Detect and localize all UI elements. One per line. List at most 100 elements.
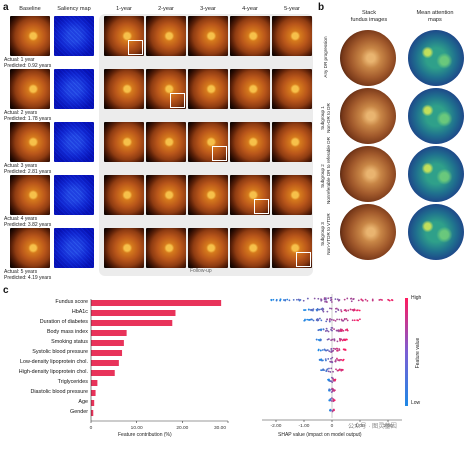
colorbar-label: Feature value <box>415 337 421 369</box>
shap-point <box>336 349 338 352</box>
shap-point <box>378 299 381 301</box>
followup-image <box>104 228 144 268</box>
shap-point <box>329 307 331 310</box>
shap-point <box>317 348 320 351</box>
panel-a-letter: a <box>3 2 9 13</box>
shap-point <box>342 358 345 361</box>
subgroup-label-line2: Non-VTDR to VTDR <box>326 213 331 255</box>
shap-point <box>359 318 361 321</box>
feature-label: Low-density lipoprotein chol. <box>19 358 88 365</box>
shap-point <box>332 349 335 352</box>
shap-point <box>336 340 339 343</box>
lesion-zoom-box <box>128 40 143 55</box>
feature-label: Gender <box>70 408 88 415</box>
bar <box>91 330 127 336</box>
shap-point <box>328 399 331 402</box>
shap-point <box>340 309 342 311</box>
shap-point <box>313 297 316 300</box>
shap-point <box>304 318 306 321</box>
x-tick-label: 10.00 <box>131 425 143 431</box>
shap-point <box>326 368 329 371</box>
shap-point <box>334 389 336 392</box>
shap-point <box>292 298 295 301</box>
lesion-zoom-box <box>212 146 227 161</box>
shap-point <box>337 299 340 302</box>
shap-point <box>331 381 334 384</box>
shap-point <box>330 318 333 321</box>
shap-point <box>331 338 334 341</box>
shap-point <box>317 329 320 332</box>
shap-point <box>323 297 326 300</box>
shap-point <box>327 330 330 333</box>
shap-point <box>338 369 340 372</box>
followup-image <box>230 228 270 268</box>
feature-label: Smoking status <box>51 338 88 345</box>
shap-point <box>324 300 327 303</box>
followup-image <box>104 122 144 162</box>
actual-label: Actual: 4 years <box>4 216 38 222</box>
shap-point <box>387 299 390 301</box>
shap-point <box>333 379 336 382</box>
shap-point <box>320 328 323 331</box>
shap-point <box>328 367 330 370</box>
shap-point <box>345 338 348 341</box>
shap-point <box>322 328 325 331</box>
baseline-image <box>10 122 50 162</box>
followup-image <box>230 69 270 109</box>
subgroup-label: Any DR progression <box>323 29 329 85</box>
shap-point <box>345 310 348 312</box>
shap-point <box>371 299 374 302</box>
shap-point <box>338 330 340 333</box>
shap-point <box>336 369 339 372</box>
shap-point <box>325 327 328 330</box>
actual-label: Actual: 5 years <box>4 269 38 275</box>
shap-point <box>331 377 334 380</box>
shap-point <box>329 317 331 320</box>
followup-image <box>230 175 270 215</box>
shap-point <box>342 338 345 341</box>
shap-point <box>324 358 327 361</box>
followup-image <box>272 69 312 109</box>
shap-point <box>329 398 332 400</box>
saliency-map <box>54 16 94 56</box>
shap-point <box>318 358 321 361</box>
saliency-map <box>54 69 94 109</box>
panel-c-letter: c <box>3 285 9 296</box>
shap-point <box>366 299 369 302</box>
shap-point <box>343 318 346 321</box>
shap-point <box>339 330 342 332</box>
saliency-map <box>54 122 94 162</box>
shap-point <box>330 301 333 303</box>
shap-point <box>272 298 275 301</box>
shap-point <box>342 348 345 351</box>
header-attn: Mean attention maps <box>416 10 454 23</box>
followup-image <box>104 16 144 56</box>
shap-point <box>331 356 334 359</box>
x-tick-label: 0 <box>90 425 93 431</box>
shap-point <box>325 370 328 373</box>
shap-point <box>356 309 359 312</box>
followup-image <box>146 175 186 215</box>
shap-point <box>341 369 344 371</box>
shap-point <box>330 307 333 310</box>
stack-fundus-image <box>340 30 396 86</box>
shap-point <box>327 358 330 360</box>
shap-point <box>344 349 347 351</box>
shap-point <box>330 388 333 391</box>
baseline-image <box>10 69 50 109</box>
shap-point <box>345 318 348 320</box>
shap-point <box>357 319 359 322</box>
header-year-2: 2-year <box>158 6 174 12</box>
colorbar-low: Low <box>411 400 421 406</box>
predicted-label: Predicted: 4.19 years <box>4 275 52 281</box>
shap-point <box>330 348 333 350</box>
followup-image <box>188 175 228 215</box>
shap-point <box>340 369 343 372</box>
shap-point <box>358 309 361 312</box>
shap-point <box>330 400 333 402</box>
shap-point <box>346 329 349 332</box>
baseline-image <box>10 16 50 56</box>
shap-point <box>288 299 291 302</box>
feature-labels: Fundus score HbA1c Duration of diabetes Bod… <box>0 295 88 425</box>
shap-point <box>338 318 341 321</box>
